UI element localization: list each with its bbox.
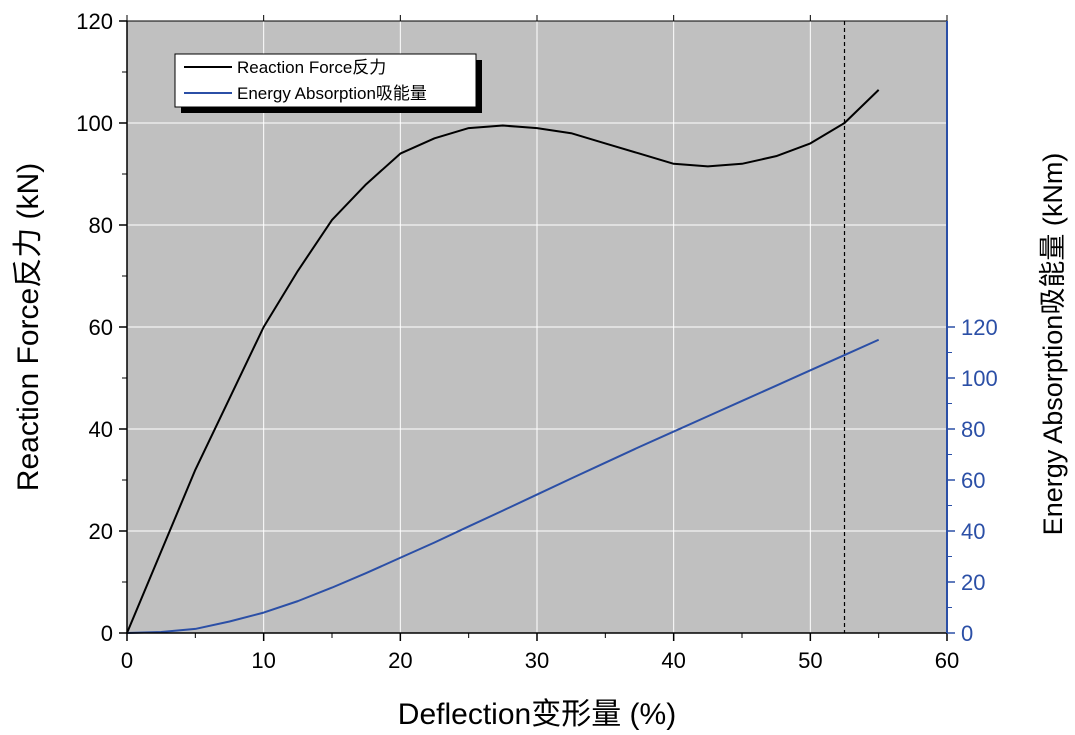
y-right-tick-label: 60 — [961, 468, 985, 493]
legend-box — [174, 53, 477, 108]
y-left-tick-label: 80 — [89, 213, 113, 238]
series-layer — [126, 89, 880, 634]
series-line-energy-absorption — [126, 338, 880, 634]
x-axis-label: Deflection变形量 (%) — [398, 698, 676, 731]
x-tick-label: 50 — [798, 648, 822, 673]
x-tick-label: 20 — [388, 648, 412, 673]
x-tick-label: 40 — [661, 648, 685, 673]
y-right-tick-label: 20 — [961, 570, 985, 595]
y-left-tick-label: 100 — [76, 111, 113, 136]
right-y-axis-label: Energy Absorption吸能量 (kNm) — [1038, 153, 1068, 536]
y-left-tick-label: 120 — [76, 9, 113, 34]
left-y-axis-label: Reaction Force反力 (kN) — [12, 163, 45, 491]
y-left-tick-label: 40 — [89, 417, 113, 442]
series-line-reaction-force — [126, 89, 880, 634]
x-tick-label: 10 — [251, 648, 275, 673]
ticks-layer: 0 10 20 30 40 50 60020406080100120020406080100… — [76, 9, 997, 673]
y-left-tick-label: 20 — [89, 519, 113, 544]
y-left-tick-label: 0 — [101, 621, 113, 646]
y-right-tick-label: 0 — [961, 621, 973, 646]
legend-label-reaction-force: Reaction Force反力 — [237, 58, 386, 77]
x-tick-label: 60 — [935, 648, 959, 673]
y-right-tick-label: 40 — [961, 519, 985, 544]
legend-label-energy-absorption: Energy Absorption吸能量 — [237, 84, 427, 103]
y-left-tick-label: 60 — [89, 315, 113, 340]
y-right-tick-label: 80 — [961, 417, 985, 442]
legend: Reaction Force反力 Energy Absorption吸能量 — [174, 53, 482, 113]
y-right-tick-label: 100 — [961, 366, 998, 391]
x-tick-label: 0 — [121, 648, 133, 673]
y-right-tick-label: 120 — [961, 315, 998, 340]
x-tick-label: 30 — [525, 648, 549, 673]
